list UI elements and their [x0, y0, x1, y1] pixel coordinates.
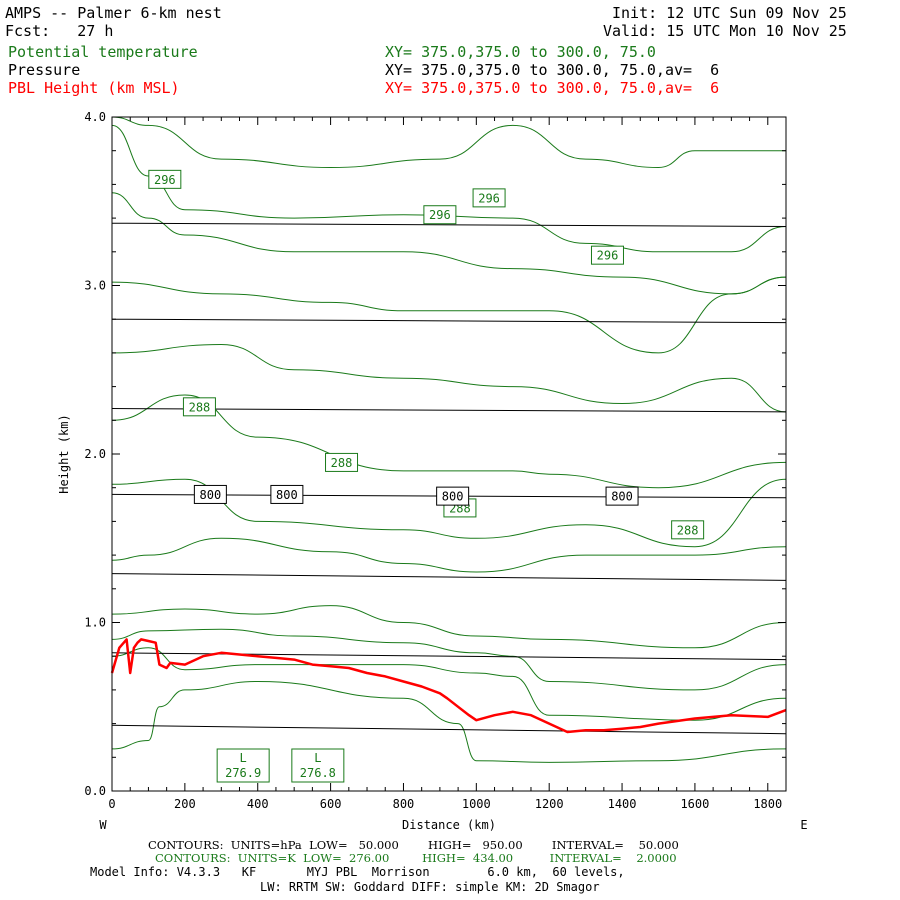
low-label-letter-1: L: [314, 751, 321, 765]
x-tick-label-0: 0: [108, 797, 115, 811]
y-tick-label-1: 1.0: [84, 616, 106, 630]
forecast-hour: Fcst: 27 h: [5, 22, 114, 40]
theta-label-0: 296: [148, 169, 182, 189]
y-tick-label-2: 2.0: [84, 447, 106, 461]
init-time: Init: 12 UTC Sun 09 Nov 25: [612, 4, 847, 22]
low-label-letter-0: L: [240, 751, 247, 765]
theta-contour-4: [111, 537, 787, 573]
theta-contour-11: [111, 116, 786, 169]
field-xy-pressure: XY= 375.0,375.0 to 300.0, 75.0,av= 6: [385, 61, 720, 79]
pbl-height-series: [110, 638, 787, 734]
theta-contour-1: [111, 647, 787, 721]
pressure-contour-5: [111, 318, 787, 324]
pressure-label-3-text: 800: [611, 490, 633, 504]
theta-label-2-text: 296: [478, 191, 500, 205]
y-tick-label-3: 3.0: [84, 279, 106, 293]
footer-physics-info: LW: RRTM SW: Goddard DIFF: simple KM: 2D…: [260, 880, 600, 894]
theta-contour-3: [111, 605, 787, 649]
theta-label-4-box: [182, 397, 216, 417]
theta-label-7-box: [671, 520, 705, 540]
pressure-contour-6: [111, 222, 787, 227]
x-tick-label-9: 1800: [753, 797, 782, 811]
theta-label-4: 288: [182, 397, 216, 417]
low-label-value-1: 276.8: [300, 766, 336, 780]
footer-theta-contours: CONTOURS: UNITS=K LOW= 276.00 HIGH= 434.…: [155, 851, 677, 865]
pressure-label-2-text: 800: [442, 490, 464, 504]
theta-label-0-box: [148, 169, 182, 189]
east-end-label: E: [800, 818, 807, 832]
x-tick-label-4: 800: [393, 797, 415, 811]
theta-contour-0: [111, 680, 787, 763]
field-xy-pbl: XY= 375.0,375.0 to 300.0, 75.0,av= 6: [385, 79, 720, 97]
west-end-label: W: [99, 818, 107, 832]
theta-contour-10: [111, 124, 787, 253]
field-xy-theta: XY= 375.0,375.0 to 300.0, 75.0: [385, 43, 656, 61]
y-tick-label-4: 4.0: [84, 110, 106, 124]
theta-label-2-box: [472, 188, 506, 208]
field-name-pbl: PBL Height (km MSL): [8, 79, 180, 97]
x-tick-label-6: 1200: [535, 797, 564, 811]
low-label-value-0: 276.9: [225, 766, 261, 780]
theta-label-3: 296: [590, 245, 624, 265]
low-label-box-0: [216, 748, 270, 783]
pressure-contour-0: [111, 724, 787, 735]
theta-contour-2: [111, 628, 787, 691]
pressure-label-1: 800: [270, 484, 304, 504]
field-name-theta: Potential temperature: [8, 43, 198, 61]
theta-label-5-text: 288: [331, 456, 353, 470]
theta-label-3-box: [590, 245, 624, 265]
valid-time: Valid: 15 UTC Mon 10 Nov 25: [603, 22, 847, 40]
axes: 0 200 400 600 800 1000 1200 1400 1600 1800 0.0 1.0 2…: [57, 110, 808, 832]
theta-label-7: 288: [671, 520, 705, 540]
pressure-label-3: 800: [605, 486, 639, 506]
theta-label-7-text: 288: [677, 523, 699, 537]
theta-label-5: 288: [325, 452, 359, 472]
y-tick-label-0: 0.0: [84, 784, 106, 798]
pressure-contour-2: [111, 573, 787, 581]
theta-label-1-text: 296: [429, 208, 451, 222]
theta-label-2: 296: [472, 188, 506, 208]
theta-label-1: 296: [423, 205, 457, 225]
pressure-label-0-box: [193, 484, 227, 504]
theta-label-5-box: [325, 452, 359, 472]
pressure-label-0-text: 800: [200, 488, 222, 502]
theta-contour-8: [111, 276, 787, 354]
x-tick-label-7: 1400: [608, 797, 637, 811]
x-tick-label-1: 200: [174, 797, 196, 811]
pressure-label-2: 800: [436, 486, 470, 506]
theta-label-4-text: 288: [189, 400, 211, 414]
x-tick-label-8: 1600: [680, 797, 709, 811]
x-axis-label: Distance (km): [402, 818, 496, 832]
pressure-label-3-box: [605, 486, 639, 506]
low-label-box-1: [291, 748, 345, 783]
pressure-label-1-text: 800: [276, 488, 298, 502]
x-tick-label-5: 1000: [462, 797, 491, 811]
x-tick-label-2: 400: [247, 797, 269, 811]
footer-model-info: Model Info: V4.3.3 KF MYJ PBL Morrison 6…: [90, 865, 625, 879]
theta-contour-9: [111, 192, 787, 295]
pressure-contour-4: [111, 408, 787, 413]
theta-label-1-box: [423, 205, 457, 225]
theta-label-0-text: 296: [154, 173, 176, 187]
field-name-pressure: Pressure: [8, 61, 81, 79]
pbl-height-line: [110, 638, 787, 734]
x-tick-label-3: 600: [320, 797, 342, 811]
pressure-contours: [111, 222, 787, 735]
footer-pressure-contours: CONTOURS: UNITS=hPa LOW= 50.000 HIGH= 95…: [148, 838, 679, 852]
pressure-label-1-box: [270, 484, 304, 504]
y-axis-label: Height (km): [57, 414, 71, 493]
pressure-label-2-box: [436, 486, 470, 506]
theta-contour-7: [111, 343, 787, 413]
theta-label-3-text: 296: [597, 249, 619, 263]
pressure-label-0: 800: [193, 484, 227, 504]
model-title: AMPS -- Palmer 6-km nest: [5, 4, 222, 22]
